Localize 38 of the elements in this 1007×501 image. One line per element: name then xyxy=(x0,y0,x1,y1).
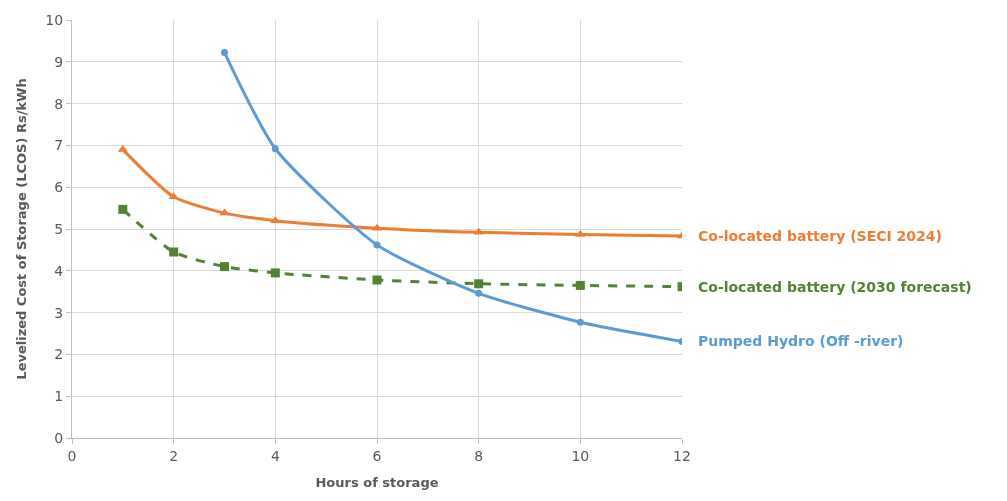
x-tick-label: 4 xyxy=(270,447,280,464)
x-tick-label: 6 xyxy=(372,447,382,464)
y-tick-label: 1 xyxy=(54,388,64,405)
point xyxy=(575,229,586,237)
y-tick-label: 4 xyxy=(54,262,64,279)
x-tick-label: 10 xyxy=(571,447,590,464)
point xyxy=(373,241,381,249)
x-tick-label: 12 xyxy=(673,447,691,464)
y-tick-label: 6 xyxy=(54,179,64,196)
point xyxy=(474,279,484,289)
point xyxy=(168,192,179,200)
point xyxy=(271,145,279,153)
point xyxy=(270,268,280,278)
x-tick-label: 8 xyxy=(474,447,484,464)
point xyxy=(220,262,229,272)
point xyxy=(575,280,585,290)
series-label: Pumped Hydro (Off -river) xyxy=(698,333,904,349)
point xyxy=(221,49,228,57)
y-tick-label: 0 xyxy=(54,429,64,446)
point xyxy=(475,289,483,297)
y-tick-label: 8 xyxy=(54,95,64,112)
point xyxy=(576,318,584,326)
point xyxy=(118,204,128,214)
series-label: Co-located battery (2030 forecast) xyxy=(698,279,972,295)
y-axis-title: Levelized Cost of Storage (LCOS) Rs/kWh xyxy=(14,78,30,380)
y-tick-label: 9 xyxy=(54,53,64,70)
x-tick-label: 0 xyxy=(67,447,77,464)
series-label: Co-located battery (SECI 2024) xyxy=(698,228,942,244)
x-tick-label: 2 xyxy=(169,447,179,464)
point xyxy=(473,227,484,235)
y-tick-label: 10 xyxy=(45,11,64,28)
point xyxy=(169,247,179,257)
y-tick-label: 3 xyxy=(54,304,64,321)
y-tick-label: 2 xyxy=(54,346,64,363)
y-tick-label: 5 xyxy=(54,220,64,237)
y-tick-label: 7 xyxy=(54,137,64,154)
point xyxy=(372,275,382,285)
x-axis-title: Hours of storage xyxy=(315,475,439,491)
